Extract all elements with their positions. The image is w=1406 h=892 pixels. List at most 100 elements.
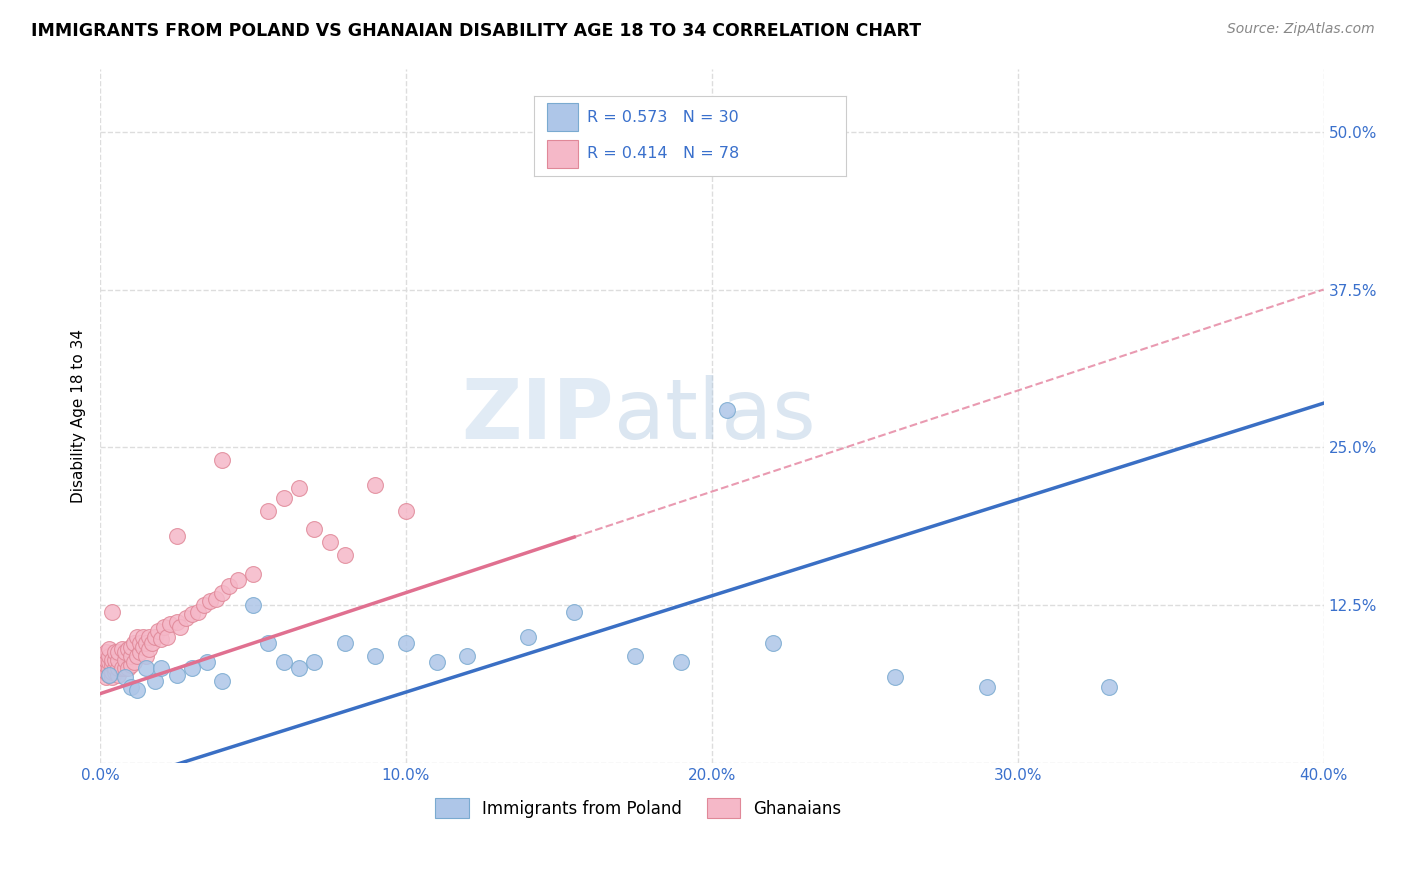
Point (150, 632, 173, 647)
Point (242, 566, 264, 581)
Point (128, 645, 150, 659)
Point (117, 642, 139, 657)
Point (98, 667, 121, 681)
Point (91, 661, 114, 675)
Point (148, 624, 170, 638)
Point (114, 652, 136, 666)
Point (211, 585, 233, 599)
Point (156, 630, 179, 644)
Point (364, 478, 387, 492)
Point (159, 617, 181, 632)
Point (98, 648, 121, 663)
Text: atlas: atlas (614, 376, 815, 457)
Point (333, 548, 356, 562)
Point (135, 636, 157, 650)
Point (122, 655, 145, 669)
Point (98, 667, 121, 681)
Point (180, 607, 202, 621)
Point (211, 673, 233, 688)
Point (257, 503, 280, 517)
Point (107, 667, 129, 681)
Point (98, 661, 121, 675)
Point (128, 636, 150, 650)
Point (114, 645, 136, 659)
Point (242, 599, 264, 613)
Point (169, 620, 191, 634)
Point (114, 670, 136, 684)
Point (91, 648, 114, 663)
Point (426, 655, 449, 669)
Point (101, 657, 124, 672)
Point (273, 655, 295, 669)
Point (150, 661, 173, 675)
Point (120, 648, 142, 663)
Point (395, 636, 418, 650)
Point (135, 661, 157, 675)
Point (333, 636, 356, 650)
Point (138, 642, 160, 657)
Point (200, 594, 222, 608)
Point (153, 620, 176, 634)
Point (180, 661, 202, 675)
Point (125, 648, 148, 663)
Point (976, 681, 998, 695)
Text: ZIP: ZIP (461, 376, 614, 457)
Point (187, 605, 209, 619)
Point (288, 481, 311, 495)
Point (96, 665, 118, 680)
Point (143, 630, 166, 644)
Point (104, 645, 127, 659)
Point (562, 605, 585, 619)
Point (517, 630, 540, 644)
Point (257, 636, 280, 650)
Point (107, 652, 129, 666)
Point (101, 665, 124, 680)
Point (96, 645, 118, 659)
Point (166, 667, 188, 681)
Point (101, 605, 124, 619)
Point (364, 648, 387, 663)
Point (218, 579, 240, 593)
Point (91, 655, 114, 669)
Legend: Immigrants from Poland, Ghanaians: Immigrants from Poland, Ghanaians (429, 792, 848, 824)
Point (624, 648, 647, 663)
Point (1098, 681, 1121, 695)
Point (101, 652, 124, 666)
Point (120, 681, 142, 695)
Point (117, 661, 139, 675)
Point (302, 523, 325, 537)
Point (107, 661, 129, 675)
Point (226, 573, 249, 587)
Point (273, 491, 295, 505)
Point (762, 636, 785, 650)
Text: Source: ZipAtlas.com: Source: ZipAtlas.com (1227, 22, 1375, 37)
Point (166, 615, 188, 629)
Point (193, 599, 215, 613)
Point (96, 657, 118, 672)
Point (125, 682, 148, 697)
Point (104, 652, 127, 666)
Point (107, 645, 129, 659)
Point (120, 640, 142, 654)
Point (395, 503, 418, 517)
Text: IMMIGRANTS FROM POLAND VS GHANAIAN DISABILITY AGE 18 TO 34 CORRELATION CHART: IMMIGRANTS FROM POLAND VS GHANAIAN DISAB… (31, 22, 921, 40)
Point (211, 453, 233, 467)
Point (104, 665, 127, 680)
Point (91, 665, 114, 680)
Point (456, 648, 478, 663)
Point (135, 648, 157, 663)
Point (141, 636, 163, 650)
Point (114, 661, 136, 675)
Point (96, 652, 118, 666)
Point (125, 630, 148, 644)
Point (166, 529, 188, 543)
Point (110, 661, 132, 675)
Point (110, 642, 132, 657)
Point (195, 655, 218, 669)
Point (205, 591, 228, 606)
Point (120, 657, 142, 672)
Point (98, 655, 121, 669)
Point (98, 642, 121, 657)
Point (96, 670, 118, 684)
Point (884, 670, 907, 684)
